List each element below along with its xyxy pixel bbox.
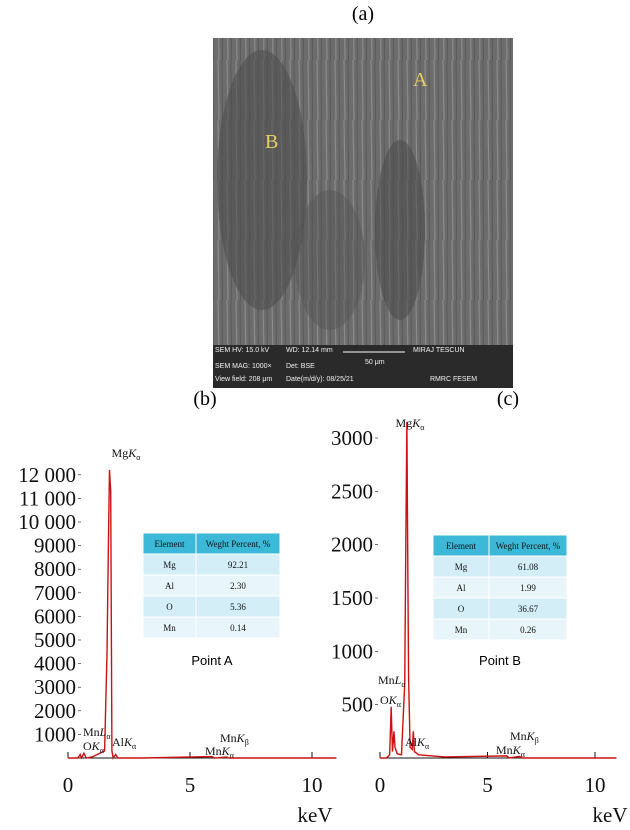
y-tick-label: 1000 bbox=[34, 722, 76, 746]
y-tick-label: 8000 bbox=[34, 557, 76, 581]
table-text: 61.08 bbox=[518, 562, 539, 572]
table-text: Mn bbox=[455, 625, 468, 635]
element: Mn bbox=[220, 731, 237, 745]
element: Mn bbox=[496, 743, 513, 757]
element: O bbox=[380, 693, 389, 707]
info-text: MIRAJ TESCUN bbox=[413, 347, 465, 354]
peak-label: OKα bbox=[380, 693, 402, 709]
y-tick-label: 2000 bbox=[331, 533, 373, 557]
y-tick-label: 7000 bbox=[34, 581, 76, 605]
x-axis-label: keV bbox=[593, 803, 628, 827]
y-tick-label: 2000 bbox=[34, 699, 76, 723]
subscript: α bbox=[401, 680, 406, 689]
x-axis-label: keV bbox=[298, 803, 333, 827]
panel-label: (a) bbox=[352, 3, 374, 25]
table-text: Weght Percent, % bbox=[206, 539, 271, 549]
x-tick-label: 0 bbox=[63, 773, 74, 797]
x-tick-label: 10 bbox=[302, 773, 323, 797]
table-text: Element bbox=[155, 539, 185, 549]
element: Mn bbox=[83, 725, 100, 739]
table-text: Weght Percent, % bbox=[496, 541, 561, 551]
x-tick-label: 10 bbox=[585, 773, 606, 797]
element: Al bbox=[405, 735, 418, 749]
table-text: Element bbox=[446, 541, 476, 551]
peak-label: MgKα bbox=[396, 416, 426, 432]
y-tick-label: 5000 bbox=[34, 628, 76, 652]
element: Mn bbox=[510, 729, 527, 743]
table-caption: Point A bbox=[191, 653, 233, 668]
table-text: O bbox=[166, 602, 173, 612]
subscript: α bbox=[425, 742, 430, 751]
table-text: Al bbox=[457, 583, 466, 593]
y-tick-label: 500 bbox=[342, 693, 374, 717]
info-text: RMRC FESEM bbox=[430, 376, 477, 383]
subscript: α bbox=[136, 453, 141, 462]
info-text: SEM HV: 15.0 kV bbox=[215, 347, 270, 354]
peak-label: MgKα bbox=[112, 446, 142, 462]
table-text: Mg bbox=[455, 562, 468, 572]
peak-label: AlKα bbox=[112, 735, 137, 751]
subscript: α bbox=[420, 423, 425, 432]
y-tick-label: 3000 bbox=[34, 675, 76, 699]
subscript: α bbox=[106, 732, 111, 741]
x-tick-label: 0 bbox=[375, 773, 386, 797]
table-text: 1.99 bbox=[520, 583, 536, 593]
y-tick-label: 1000 bbox=[331, 639, 373, 663]
y-tick-label: 11 000 bbox=[19, 486, 76, 510]
element: Mn bbox=[378, 673, 395, 687]
table-text: Al bbox=[165, 581, 174, 591]
sem-image bbox=[213, 38, 513, 358]
y-tick-label: 3000 bbox=[331, 426, 373, 450]
element: Mn bbox=[205, 744, 222, 758]
peak-label: AlKα bbox=[405, 735, 430, 751]
peak-label: MnKα bbox=[496, 743, 526, 759]
element: Al bbox=[112, 735, 125, 749]
figure: (a) A B SEM HV: 15.0 kV WD: 12.14 mm MIRAJ… bbox=[0, 0, 630, 830]
subscript: β bbox=[245, 738, 249, 747]
peak-label: MnKα bbox=[205, 744, 235, 760]
element: Mg bbox=[112, 446, 129, 460]
table-text: 36.67 bbox=[518, 604, 539, 614]
y-tick-label: 6000 bbox=[34, 604, 76, 628]
x-tick-label: 5 bbox=[185, 773, 196, 797]
y-tick-label: 1500 bbox=[331, 586, 373, 610]
table-text: 0.14 bbox=[230, 623, 246, 633]
table-text: Mg bbox=[163, 560, 176, 570]
y-tick-label: 10 000 bbox=[18, 510, 76, 534]
table-caption: Point B bbox=[479, 653, 521, 668]
y-tick-label: 2500 bbox=[331, 479, 373, 503]
y-tick-label: 4000 bbox=[34, 652, 76, 676]
peak-label: MnLα bbox=[378, 673, 406, 689]
info-text: Date(m/d/y): 08/25/21 bbox=[286, 376, 354, 383]
subscript: α bbox=[132, 742, 137, 751]
table-text: 92.21 bbox=[228, 560, 248, 570]
y-tick-label: 12 000 bbox=[18, 463, 76, 487]
point-marker: A bbox=[413, 69, 428, 91]
x-tick-label: 5 bbox=[482, 773, 493, 797]
chart-title: (b) bbox=[193, 388, 216, 410]
subscript: β bbox=[535, 736, 539, 745]
table-text: Mn bbox=[163, 623, 176, 633]
info-text: SEM MAG: 1000× bbox=[215, 363, 272, 370]
table-text: O bbox=[458, 604, 465, 614]
element: Mg bbox=[396, 416, 413, 430]
chart-title: (c) bbox=[497, 388, 519, 410]
point-marker: B bbox=[265, 131, 278, 153]
info-text: View field: 208 μm bbox=[215, 376, 272, 383]
table-text: 2.30 bbox=[230, 581, 246, 591]
info-text: 50 μm bbox=[365, 359, 385, 366]
subscript: α bbox=[397, 700, 402, 709]
info-text: Det: BSE bbox=[286, 363, 315, 370]
table-text: 5.36 bbox=[230, 602, 246, 612]
y-tick-label: 9000 bbox=[34, 534, 76, 558]
element: O bbox=[83, 739, 92, 753]
peak-label: OKα bbox=[83, 739, 105, 755]
table-text: 0.26 bbox=[520, 625, 536, 635]
info-text: WD: 12.14 mm bbox=[286, 347, 333, 354]
